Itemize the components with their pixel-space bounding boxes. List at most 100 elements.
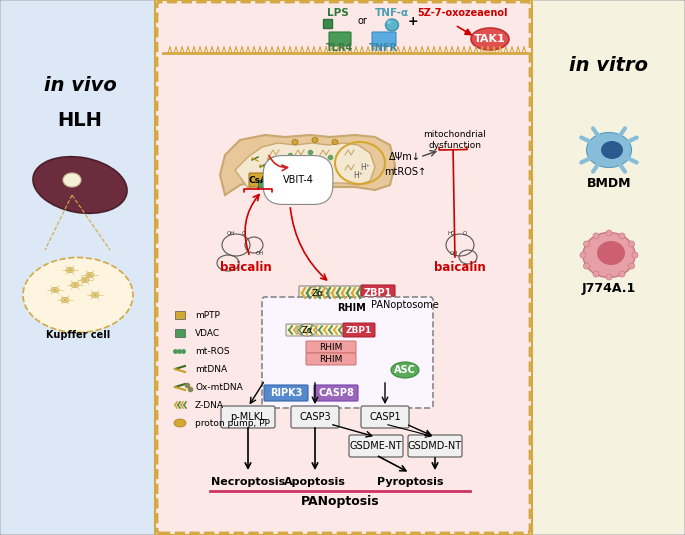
Bar bbox=[258, 180, 272, 187]
Text: BMDM: BMDM bbox=[587, 177, 632, 189]
Text: Ox-mtDNA: Ox-mtDNA bbox=[195, 383, 242, 392]
Ellipse shape bbox=[386, 20, 392, 24]
Ellipse shape bbox=[597, 241, 625, 265]
Text: Zα: Zα bbox=[301, 325, 312, 334]
Bar bbox=[323, 19, 332, 28]
Text: mtDNA: mtDNA bbox=[195, 364, 227, 373]
Text: mPTP: mPTP bbox=[195, 310, 220, 319]
Text: ZBP1: ZBP1 bbox=[346, 325, 372, 334]
Text: in vitro: in vitro bbox=[569, 56, 649, 74]
Text: proton pump, PP: proton pump, PP bbox=[195, 418, 270, 427]
Ellipse shape bbox=[53, 288, 57, 292]
Text: RIPK3: RIPK3 bbox=[270, 388, 302, 398]
Text: OH: OH bbox=[227, 231, 235, 235]
Ellipse shape bbox=[66, 268, 74, 272]
Text: ΔΨm↓: ΔΨm↓ bbox=[389, 152, 421, 162]
Circle shape bbox=[619, 233, 625, 239]
FancyBboxPatch shape bbox=[262, 297, 433, 408]
FancyBboxPatch shape bbox=[372, 32, 396, 46]
Text: RHIM: RHIM bbox=[319, 342, 342, 351]
FancyBboxPatch shape bbox=[349, 435, 403, 457]
Ellipse shape bbox=[386, 19, 399, 31]
Circle shape bbox=[606, 274, 612, 280]
Text: CASP3: CASP3 bbox=[299, 412, 331, 422]
Text: Z-DNA: Z-DNA bbox=[195, 401, 224, 409]
Ellipse shape bbox=[61, 297, 69, 302]
Circle shape bbox=[584, 241, 590, 247]
Ellipse shape bbox=[81, 278, 89, 282]
Ellipse shape bbox=[471, 28, 509, 50]
Text: OH: OH bbox=[450, 250, 458, 256]
FancyBboxPatch shape bbox=[155, 0, 532, 535]
Circle shape bbox=[632, 252, 638, 258]
Text: GSDMD-NT: GSDMD-NT bbox=[408, 441, 462, 451]
Text: mitochondrial
dysfunction: mitochondrial dysfunction bbox=[423, 131, 486, 150]
Text: Pyroptosis: Pyroptosis bbox=[377, 477, 443, 487]
Ellipse shape bbox=[68, 269, 72, 271]
Bar bbox=[175, 329, 185, 337]
Text: Apoptosis: Apoptosis bbox=[284, 477, 346, 487]
Text: H⁺: H⁺ bbox=[353, 171, 363, 180]
Ellipse shape bbox=[391, 362, 419, 378]
Text: PANoptosis: PANoptosis bbox=[301, 495, 379, 508]
Text: Kupffer cell: Kupffer cell bbox=[46, 330, 110, 340]
FancyBboxPatch shape bbox=[314, 385, 358, 401]
Ellipse shape bbox=[312, 137, 318, 142]
Text: PANoptosome: PANoptosome bbox=[371, 300, 439, 310]
Text: or: or bbox=[357, 16, 367, 26]
FancyBboxPatch shape bbox=[306, 341, 356, 353]
FancyBboxPatch shape bbox=[361, 285, 395, 301]
Ellipse shape bbox=[23, 257, 133, 332]
Ellipse shape bbox=[63, 173, 81, 187]
Text: O: O bbox=[242, 231, 246, 235]
Text: TNF-α: TNF-α bbox=[375, 8, 409, 18]
Text: TLR4: TLR4 bbox=[326, 43, 353, 53]
Text: ZBP1: ZBP1 bbox=[364, 288, 393, 298]
Text: VBIT-4: VBIT-4 bbox=[282, 175, 314, 185]
Text: H⁺: H⁺ bbox=[360, 163, 370, 172]
Polygon shape bbox=[235, 143, 375, 188]
Circle shape bbox=[580, 252, 586, 258]
Ellipse shape bbox=[332, 140, 338, 144]
Text: mtROS↑: mtROS↑ bbox=[384, 167, 426, 177]
FancyBboxPatch shape bbox=[408, 435, 462, 457]
Ellipse shape bbox=[51, 287, 59, 293]
Text: p-MLKL: p-MLKL bbox=[230, 412, 266, 422]
Circle shape bbox=[584, 263, 590, 269]
Text: RHIM: RHIM bbox=[319, 355, 342, 363]
Text: TNFR: TNFR bbox=[369, 43, 397, 53]
Text: in vivo: in vivo bbox=[44, 75, 116, 95]
Circle shape bbox=[629, 263, 634, 269]
Text: TAK1: TAK1 bbox=[474, 34, 506, 44]
Ellipse shape bbox=[586, 133, 632, 167]
FancyBboxPatch shape bbox=[361, 406, 409, 428]
Circle shape bbox=[593, 233, 599, 239]
Ellipse shape bbox=[292, 140, 298, 144]
FancyBboxPatch shape bbox=[286, 324, 344, 336]
Circle shape bbox=[593, 271, 599, 277]
Ellipse shape bbox=[71, 282, 79, 287]
FancyBboxPatch shape bbox=[249, 173, 267, 187]
Ellipse shape bbox=[297, 324, 317, 336]
Text: GSDME-NT: GSDME-NT bbox=[349, 441, 402, 451]
Text: HLH: HLH bbox=[58, 111, 103, 129]
Text: J774A.1: J774A.1 bbox=[582, 281, 636, 294]
Ellipse shape bbox=[307, 286, 329, 300]
Text: baicalin: baicalin bbox=[220, 261, 272, 273]
Ellipse shape bbox=[93, 294, 97, 296]
FancyBboxPatch shape bbox=[324, 301, 381, 315]
Circle shape bbox=[619, 271, 625, 277]
Text: O: O bbox=[463, 231, 467, 235]
Ellipse shape bbox=[91, 293, 99, 297]
Ellipse shape bbox=[583, 233, 635, 278]
Text: ASC: ASC bbox=[394, 365, 416, 375]
Circle shape bbox=[629, 241, 634, 247]
Ellipse shape bbox=[174, 419, 186, 427]
Text: Necroptosis: Necroptosis bbox=[211, 477, 285, 487]
Circle shape bbox=[606, 230, 612, 236]
Text: Zα: Zα bbox=[312, 288, 324, 297]
Text: LPS: LPS bbox=[327, 8, 349, 18]
Ellipse shape bbox=[33, 157, 127, 213]
Text: HO: HO bbox=[448, 231, 456, 235]
Ellipse shape bbox=[73, 284, 77, 287]
